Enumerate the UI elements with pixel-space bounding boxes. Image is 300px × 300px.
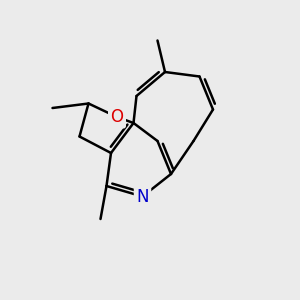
Text: O: O	[110, 108, 124, 126]
Text: N: N	[136, 188, 149, 206]
